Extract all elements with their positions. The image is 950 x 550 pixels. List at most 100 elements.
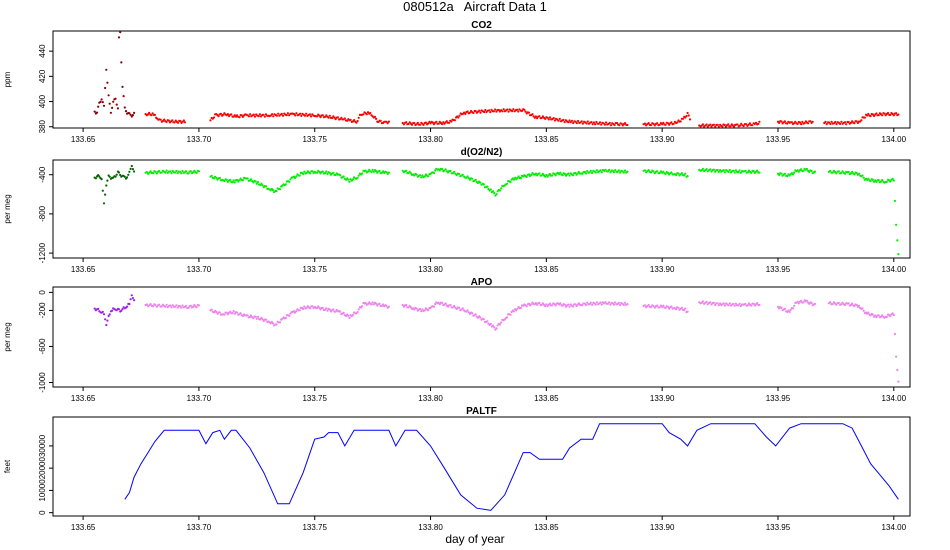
data-point bbox=[534, 115, 538, 118]
data-point bbox=[364, 301, 367, 305]
data-point bbox=[540, 303, 543, 306]
data-point bbox=[471, 312, 474, 315]
data-point bbox=[258, 113, 261, 116]
data-point bbox=[553, 119, 557, 122]
data-point bbox=[151, 112, 154, 115]
data-point bbox=[106, 319, 109, 322]
data-point bbox=[328, 308, 331, 311]
data-point bbox=[685, 114, 688, 118]
data-point bbox=[656, 122, 659, 125]
data-point bbox=[506, 108, 509, 111]
data-point bbox=[652, 122, 655, 125]
data-point bbox=[837, 170, 840, 173]
data-point bbox=[386, 122, 389, 125]
data-point bbox=[791, 307, 795, 310]
data-point bbox=[668, 123, 671, 126]
data-point bbox=[840, 120, 843, 123]
data-point bbox=[478, 109, 481, 112]
data-point bbox=[328, 171, 331, 174]
data-point bbox=[647, 169, 650, 172]
data-point bbox=[701, 123, 705, 126]
data-point bbox=[688, 118, 692, 121]
data-point bbox=[606, 302, 610, 305]
data-point bbox=[347, 314, 350, 317]
data-point bbox=[845, 123, 848, 126]
x-tick-label: 133.70 bbox=[187, 135, 212, 144]
data-point bbox=[619, 171, 622, 174]
data-point bbox=[177, 121, 180, 124]
data-point bbox=[458, 306, 461, 309]
data-point bbox=[867, 311, 870, 314]
panel-0: CO2 ppm 380 400 420 440 133.65 133.70 133.75 133.… bbox=[3, 20, 911, 144]
panel-1: d(O2/N2) per meg -1200 -800 -400 133.65 133.70… bbox=[3, 147, 911, 274]
series-0 bbox=[124, 423, 899, 511]
y-tick-label: 20000 bbox=[38, 456, 47, 479]
data-point bbox=[104, 318, 107, 321]
data-point bbox=[662, 304, 665, 307]
data-point bbox=[519, 176, 523, 180]
data-point bbox=[353, 119, 356, 122]
data-point bbox=[226, 113, 229, 116]
data-point bbox=[891, 177, 894, 180]
data-point bbox=[357, 174, 360, 177]
data-point bbox=[802, 169, 805, 172]
data-point bbox=[311, 170, 314, 173]
data-point bbox=[170, 172, 173, 175]
data-point bbox=[512, 178, 516, 181]
data-point bbox=[108, 175, 111, 178]
data-point bbox=[467, 311, 470, 314]
data-point bbox=[727, 123, 730, 126]
data-point bbox=[174, 305, 177, 308]
data-point bbox=[746, 171, 750, 174]
data-point bbox=[321, 170, 324, 173]
data-point bbox=[895, 223, 898, 226]
data-point bbox=[223, 179, 226, 183]
data-point bbox=[892, 114, 895, 117]
data-point bbox=[746, 304, 750, 307]
data-point bbox=[165, 120, 168, 124]
data-point bbox=[892, 313, 895, 317]
data-point bbox=[99, 100, 102, 103]
data-point bbox=[840, 171, 843, 174]
data-point bbox=[649, 171, 653, 174]
data-point bbox=[723, 123, 726, 127]
data-point bbox=[538, 115, 541, 118]
data-point bbox=[739, 171, 742, 174]
data-point bbox=[840, 303, 843, 306]
data-point bbox=[507, 110, 510, 113]
panel-2: APO per meg -1000 -600 -200 0 133.65 133.70 133.… bbox=[3, 277, 911, 403]
data-point bbox=[105, 68, 108, 71]
x-tick-label: 133.90 bbox=[650, 523, 675, 532]
data-point bbox=[420, 176, 423, 179]
data-point bbox=[686, 310, 689, 313]
data-point bbox=[285, 114, 288, 117]
data-point bbox=[571, 305, 575, 308]
data-point bbox=[871, 113, 875, 116]
data-point bbox=[263, 115, 266, 118]
data-point bbox=[547, 118, 550, 121]
data-point bbox=[789, 308, 792, 311]
data-point bbox=[165, 169, 168, 172]
y-tick-label: 440 bbox=[38, 44, 47, 58]
data-point bbox=[158, 169, 161, 173]
data-point bbox=[727, 170, 730, 173]
data-point bbox=[421, 308, 424, 311]
data-point bbox=[129, 167, 132, 170]
x-tick-label: 133.70 bbox=[187, 394, 212, 403]
data-point bbox=[757, 122, 760, 125]
data-point bbox=[116, 107, 119, 110]
data-point bbox=[246, 177, 249, 180]
data-point bbox=[570, 119, 574, 122]
data-point bbox=[622, 171, 625, 174]
data-point bbox=[410, 123, 414, 126]
data-point bbox=[225, 311, 228, 314]
data-point bbox=[464, 112, 467, 115]
data-point bbox=[275, 323, 278, 326]
data-point bbox=[387, 120, 390, 123]
data-point bbox=[885, 315, 888, 318]
x-tick-label: 133.80 bbox=[418, 523, 443, 532]
data-point bbox=[434, 169, 437, 172]
data-point bbox=[236, 178, 239, 182]
data-point bbox=[449, 304, 452, 307]
data-point bbox=[483, 110, 486, 114]
